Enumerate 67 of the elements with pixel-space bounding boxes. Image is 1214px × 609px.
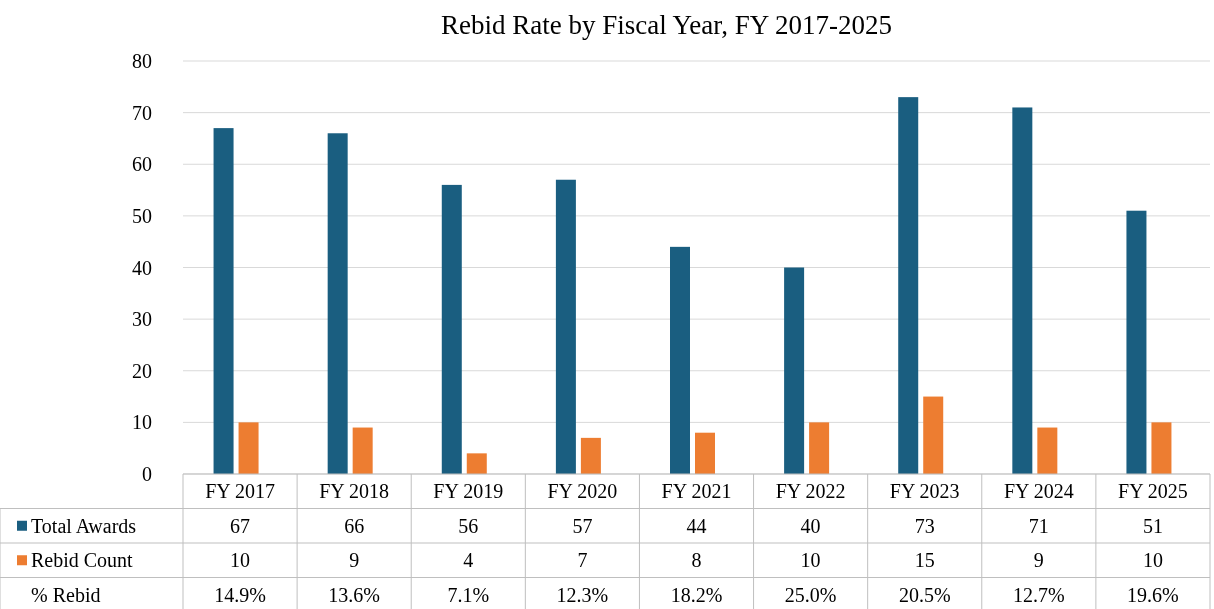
data-label: 57 [572, 514, 593, 537]
text: 12.7% [1013, 583, 1065, 606]
bar [898, 97, 919, 474]
data-label: 15 [914, 549, 935, 572]
text: 14.9% [214, 583, 266, 606]
legend-label: Total Awards [31, 514, 137, 537]
data-label: 44 [686, 514, 707, 537]
bar [670, 246, 690, 474]
bar [327, 133, 348, 474]
x-tick-label: FY 2022 [775, 480, 846, 503]
bar [238, 422, 259, 474]
x-tick-label: FY 2025 [1118, 480, 1188, 503]
bar [695, 432, 715, 474]
data-label: 73 [914, 514, 935, 537]
text: 12.3% [556, 583, 609, 606]
bar [441, 184, 462, 474]
bar [923, 396, 944, 474]
text: 25.0% [784, 583, 837, 606]
data-label: 9 [1033, 549, 1044, 572]
y-tick-label: 80 [132, 50, 152, 72]
bar [809, 422, 830, 474]
y-tick-label: 50 [132, 204, 152, 227]
data-label: 8 [691, 549, 702, 572]
bar [466, 453, 487, 474]
y-tick-label: 70 [132, 101, 152, 124]
x-tick-label: FY 2017 [205, 480, 275, 503]
data-label: 10 [1142, 549, 1163, 572]
text: 13.6% [328, 583, 380, 606]
text: % Rebid [31, 583, 101, 606]
data-label: 7 [577, 549, 588, 572]
data-label: 40 [800, 514, 821, 537]
x-tick-label: FY 2024 [1003, 480, 1074, 503]
data-label: 66 [344, 514, 365, 537]
data-label: 4 [463, 549, 474, 572]
text: 18.2% [670, 583, 723, 606]
chart-title: Rebid Rate by Fiscal Year, FY 2017-2025 [441, 10, 892, 40]
y-tick-label: 20 [132, 359, 152, 382]
x-tick-label: FY 2020 [547, 480, 618, 503]
bar [213, 128, 234, 474]
text: 7.1% [447, 583, 490, 606]
x-tick-label: FY 2023 [889, 480, 960, 503]
data-label: 9 [349, 549, 360, 572]
x-tick-label: FY 2021 [661, 480, 732, 503]
bar [580, 437, 601, 474]
text: 20.5% [898, 583, 951, 606]
legend-label: Rebid Count [31, 549, 134, 572]
data-label: 56 [458, 514, 479, 537]
data-label: 51 [1142, 514, 1163, 537]
bar [352, 427, 373, 474]
y-tick-label: 0 [142, 463, 152, 485]
bar [1126, 210, 1147, 474]
data-label: 10 [800, 549, 821, 572]
x-tick-label: FY 2019 [433, 480, 504, 503]
y-tick-label: 40 [132, 256, 152, 279]
data-label: 10 [230, 549, 251, 572]
y-tick-label: 10 [132, 411, 152, 434]
y-tick-label: 60 [132, 153, 152, 176]
text: 19.6% [1127, 583, 1179, 606]
bar [555, 179, 576, 474]
data-label: 71 [1028, 514, 1049, 537]
x-tick-label: FY 2018 [319, 480, 390, 503]
y-tick-label: 30 [132, 308, 152, 331]
bar [1151, 422, 1172, 474]
bar [1037, 427, 1058, 474]
bar [1012, 107, 1033, 474]
data-label: 67 [230, 514, 251, 537]
bar [784, 267, 805, 474]
